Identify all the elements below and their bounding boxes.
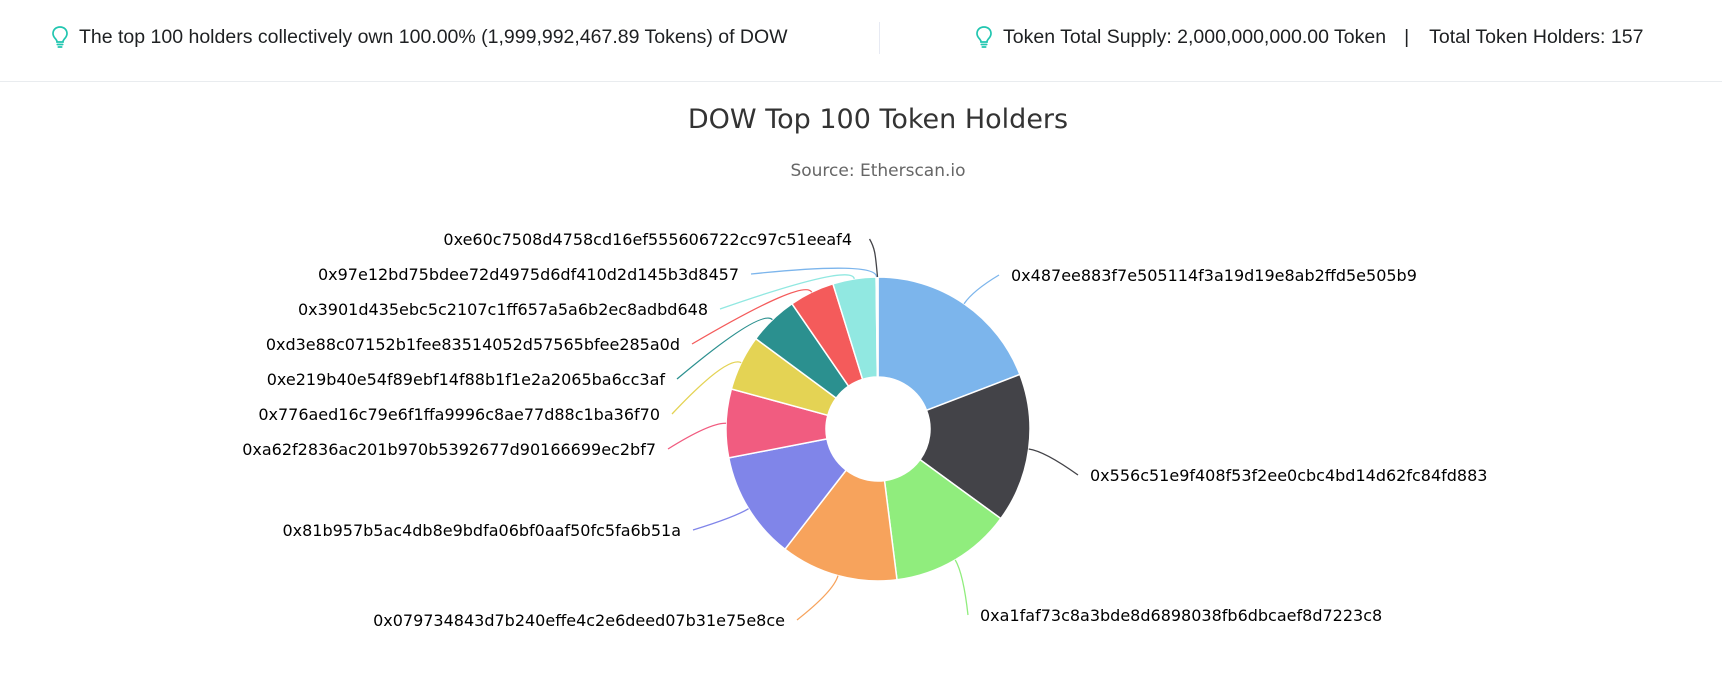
lightbulb-icon	[50, 25, 70, 49]
label-connector-line	[796, 575, 839, 621]
supply-summary: Token Total Supply: 2,000,000,000.00 Tok…	[974, 25, 1643, 49]
slice-label: 0x556c51e9f408f53f2ee0cbc4bd14d62fc84fd8…	[1090, 466, 1487, 485]
pie-slice[interactable]	[883, 458, 1002, 581]
label-connector-line	[868, 238, 879, 278]
slice-label: 0x487ee883f7e505114f3a19d19e8ab2ffd5e505…	[1011, 266, 1417, 285]
separator: |	[1404, 25, 1410, 48]
slice-label: 0xa62f2836ac201b970b5392677d90166699ec2b…	[242, 440, 656, 459]
pie-slice[interactable]	[876, 276, 879, 378]
label-connectors	[667, 238, 1079, 621]
label-connector-line	[667, 422, 727, 450]
label-connector-line	[1028, 448, 1079, 476]
slice-labels: 0x487ee883f7e505114f3a19d19e8ab2ffd5e505…	[242, 230, 1487, 630]
summary-divider	[879, 22, 880, 54]
slice-label: 0x81b957b5ac4db8e9bdfa06bf0aaf50fc5fa6b5…	[282, 521, 681, 540]
slice-label: 0xa1faf73c8a3bde8d6898038fb6dbcaef8d7223…	[980, 606, 1382, 625]
pie-slice[interactable]	[877, 276, 1021, 412]
token-holders-summary-bar: The top 100 holders collectively own 100…	[0, 0, 1722, 82]
slice-label: 0xe60c7508d4758cd16ef555606722cc97c51eea…	[443, 230, 852, 249]
lightbulb-icon	[974, 25, 994, 49]
holders-summary: The top 100 holders collectively own 100…	[50, 25, 788, 49]
label-connector-line	[671, 361, 742, 415]
top-holders-donut-chart: DOW Top 100 Token Holders Source: Ethers…	[242, 104, 1487, 630]
label-connector-line	[719, 274, 855, 310]
slice-label: 0x97e12bd75bdee72d4975d6df410d2d145b3d84…	[318, 265, 739, 284]
slice-label: 0x079734843d7b240effe4c2e6deed07b31e75e8…	[373, 611, 785, 630]
holders-summary-text: The top 100 holders collectively own 100…	[79, 25, 788, 48]
pie-slices	[725, 276, 1031, 582]
label-connector-line	[963, 274, 1000, 305]
chart-subtitle: Source: Etherscan.io	[790, 161, 965, 181]
pie-slice[interactable]	[918, 373, 1031, 520]
label-connector-line	[676, 317, 773, 380]
label-connector-line	[692, 508, 749, 531]
chart-title: DOW Top 100 Token Holders	[688, 104, 1068, 135]
label-connector-line	[750, 267, 878, 278]
token-total-supply: Token Total Supply: 2,000,000,000.00 Tok…	[1003, 25, 1387, 48]
label-connector-line	[954, 559, 969, 616]
total-token-holders: Total Token Holders: 157	[1429, 25, 1644, 48]
slice-label: 0x3901d435ebc5c2107c1ff657a5a6b2ec8adbd6…	[298, 300, 708, 319]
slice-label: 0xe219b40e54f89ebf14f88b1f1e2a2065ba6cc3…	[267, 370, 666, 389]
pie-slice[interactable]	[783, 469, 898, 582]
slice-label: 0xd3e88c07152b1fee83514052d57565bfee285a…	[266, 335, 680, 354]
slice-label: 0x776aed16c79e6f1ffa9996c8ae77d88c1ba36f…	[258, 405, 660, 424]
label-connector-line	[691, 289, 813, 345]
